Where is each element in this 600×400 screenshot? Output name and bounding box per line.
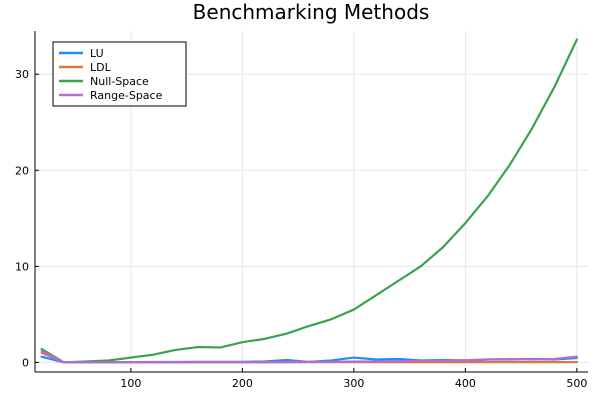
legend-label-ldl: LDL [90,61,112,74]
x-tick-label: 500 [566,377,587,390]
series-line-range-space [40,349,578,364]
tick-labels: 100 200 300 400 500 0 10 20 30 [15,68,587,390]
legend-label-range-space: Range-Space [90,89,163,102]
series-line-null-space [40,38,578,364]
x-tick-label: 200 [232,377,253,390]
axes [34,31,588,373]
x-tick-label: 100 [120,377,141,390]
x-tick-label: 300 [343,377,364,390]
y-tick-label: 30 [15,68,29,81]
chart-title: Benchmarking Methods [193,0,430,24]
y-tick-label: 20 [15,164,29,177]
legend-label-lu: LU [90,47,104,60]
y-tick-label: 10 [15,260,29,273]
y-tick-label: 0 [22,356,29,369]
series-lines [40,38,578,364]
legend-label-null-space: Null-Space [90,75,149,88]
x-tick-label: 400 [455,377,476,390]
